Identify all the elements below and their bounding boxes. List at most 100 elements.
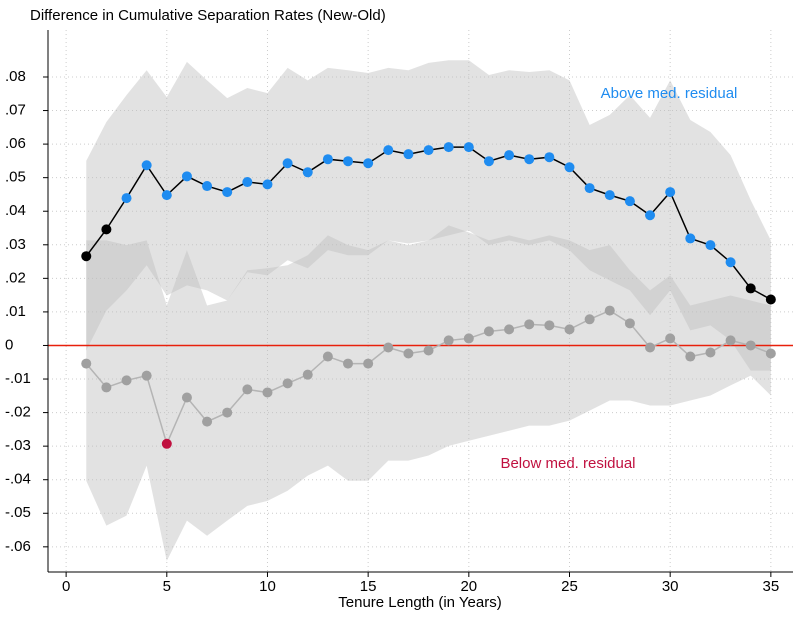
data-point xyxy=(463,333,474,344)
data-point xyxy=(765,348,776,359)
data-point xyxy=(282,378,293,389)
data-point xyxy=(584,314,595,325)
y-tick-label: .03 xyxy=(5,236,26,253)
data-point xyxy=(624,196,635,207)
data-point xyxy=(443,142,454,153)
data-point xyxy=(403,149,414,160)
data-point xyxy=(524,154,535,165)
data-point xyxy=(705,240,716,251)
x-tick-label: 25 xyxy=(561,578,578,595)
data-point xyxy=(363,158,374,169)
x-tick-label: 10 xyxy=(259,578,276,595)
data-point xyxy=(262,179,273,190)
data-point xyxy=(504,324,515,335)
data-point xyxy=(504,150,515,161)
data-point xyxy=(202,416,213,427)
data-point xyxy=(181,171,192,182)
data-point xyxy=(765,294,776,305)
data-point xyxy=(584,183,595,194)
y-tick-label: -.02 xyxy=(5,404,31,421)
data-point xyxy=(524,319,535,330)
y-tick-label: -.06 xyxy=(5,538,31,555)
data-point xyxy=(222,187,233,198)
data-point xyxy=(302,167,313,178)
data-point xyxy=(363,358,374,369)
data-point xyxy=(141,160,152,171)
series-label: Below med. residual xyxy=(500,455,635,472)
data-point xyxy=(101,224,112,235)
data-point xyxy=(604,190,615,201)
data-point xyxy=(423,345,434,356)
data-point xyxy=(161,190,172,201)
data-point xyxy=(202,181,213,192)
data-point xyxy=(564,162,575,173)
data-point xyxy=(685,351,696,362)
data-point xyxy=(665,187,676,198)
x-tick-label: 35 xyxy=(763,578,780,595)
data-point xyxy=(242,384,253,395)
data-point xyxy=(483,326,494,337)
data-point xyxy=(443,335,454,346)
data-point xyxy=(705,347,716,358)
data-point xyxy=(121,193,132,204)
data-point xyxy=(745,283,756,294)
data-point xyxy=(745,340,756,351)
data-point xyxy=(302,369,313,380)
y-tick-label: .08 xyxy=(5,68,26,85)
data-point xyxy=(645,342,656,353)
data-point xyxy=(423,145,434,156)
confidence-band xyxy=(86,60,771,371)
data-point xyxy=(181,392,192,403)
data-point xyxy=(403,348,414,359)
data-point xyxy=(343,156,354,167)
data-point xyxy=(383,342,394,353)
data-point xyxy=(544,152,555,163)
data-point xyxy=(343,358,354,369)
y-tick-label: -.04 xyxy=(5,471,31,488)
y-tick-label: -.05 xyxy=(5,504,31,521)
data-point xyxy=(262,387,273,398)
data-point xyxy=(81,358,92,369)
chart-title: Difference in Cumulative Separation Rate… xyxy=(30,7,386,24)
x-tick-label: 0 xyxy=(62,578,70,595)
data-point xyxy=(665,333,676,344)
y-tick-label: .01 xyxy=(5,303,26,320)
y-tick-label: .02 xyxy=(5,269,26,286)
y-tick-label: .05 xyxy=(5,169,26,186)
confidence-band xyxy=(86,225,771,561)
data-point xyxy=(222,407,233,418)
data-point xyxy=(282,158,293,169)
x-tick-label: 15 xyxy=(360,578,377,595)
y-tick-label: .06 xyxy=(5,135,26,152)
y-tick-label: -.01 xyxy=(5,370,31,387)
x-tick-label: 5 xyxy=(163,578,171,595)
series-label: Above med. residual xyxy=(601,85,738,102)
data-point xyxy=(685,233,696,244)
y-tick-label: 0 xyxy=(5,336,13,353)
data-point xyxy=(564,324,575,335)
y-tick-label: -.03 xyxy=(5,437,31,454)
data-point xyxy=(322,154,333,165)
data-point xyxy=(604,305,615,316)
data-point xyxy=(81,251,92,262)
y-tick-label: .04 xyxy=(5,202,26,219)
data-point xyxy=(645,210,656,221)
data-point xyxy=(725,257,736,268)
data-point xyxy=(242,177,253,188)
data-point xyxy=(121,375,132,386)
x-tick-label: 30 xyxy=(662,578,679,595)
x-axis-label: Tenure Length (in Years) xyxy=(338,594,501,611)
data-point xyxy=(383,145,394,156)
y-tick-label: .07 xyxy=(5,102,26,119)
data-point xyxy=(322,351,333,362)
data-point xyxy=(624,318,635,329)
data-point xyxy=(161,438,172,449)
data-point xyxy=(483,156,494,167)
data-point xyxy=(141,370,152,381)
x-tick-label: 20 xyxy=(460,578,477,595)
data-point xyxy=(463,142,474,153)
data-point xyxy=(544,320,555,331)
data-point xyxy=(101,382,112,393)
data-point xyxy=(725,335,736,346)
